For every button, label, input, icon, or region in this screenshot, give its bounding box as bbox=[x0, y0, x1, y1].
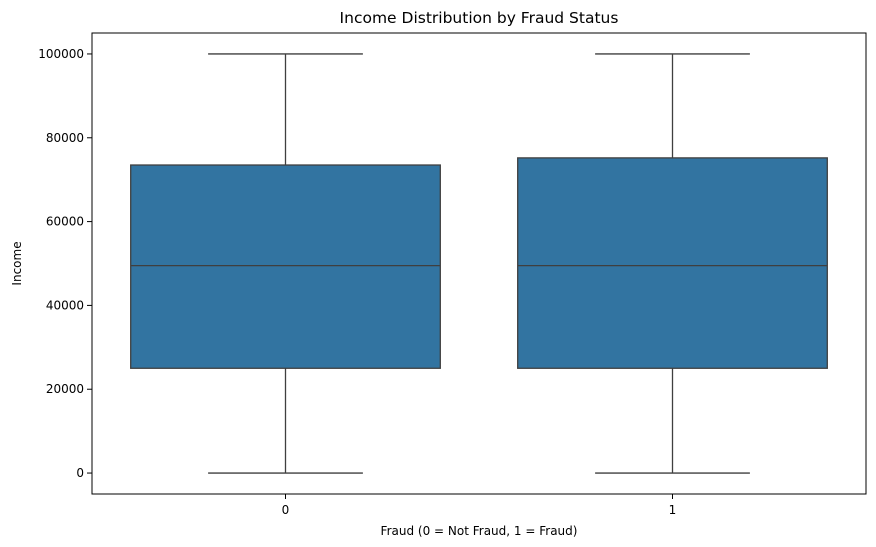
iqr-box bbox=[517, 157, 828, 369]
plot-area bbox=[130, 53, 828, 474]
x-tick-label: 1 bbox=[669, 503, 677, 517]
y-axis-label: Income bbox=[10, 241, 24, 285]
y-tick-label: 0 bbox=[76, 466, 84, 480]
y-tick-label: 100000 bbox=[38, 47, 84, 61]
y-tick-label: 80000 bbox=[46, 131, 84, 145]
iqr-box bbox=[130, 164, 441, 369]
axes: 0 20000 40000 60000 80000 100000 0 1 bbox=[38, 32, 867, 517]
x-tick-label: 0 bbox=[282, 503, 290, 517]
y-tick-label: 20000 bbox=[46, 382, 84, 396]
chart-title: Income Distribution by Fraud Status bbox=[340, 9, 619, 27]
y-tick-label: 40000 bbox=[46, 298, 84, 312]
box-1 bbox=[517, 53, 828, 474]
y-tick-label: 60000 bbox=[46, 215, 84, 229]
box-0 bbox=[130, 53, 441, 474]
x-axis-label: Fraud (0 = Not Fraud, 1 = Fraud) bbox=[381, 524, 578, 538]
plot-frame bbox=[91, 32, 867, 495]
